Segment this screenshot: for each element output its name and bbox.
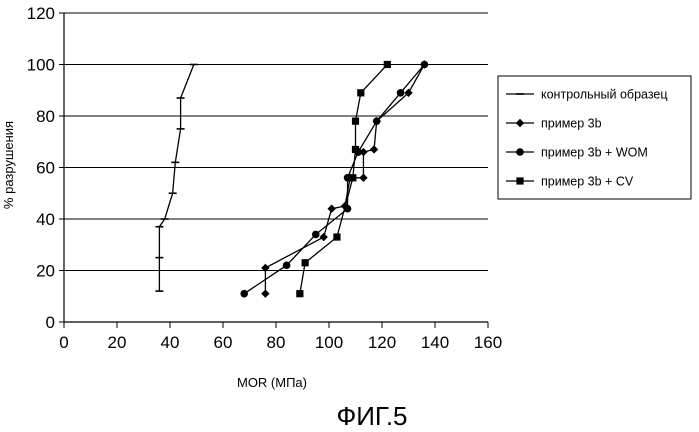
x-tick-label: 100 — [315, 333, 343, 352]
data-point — [283, 262, 291, 270]
legend-marker — [516, 177, 523, 184]
data-point — [373, 117, 381, 125]
x-tick-label: 0 — [59, 333, 68, 352]
data-point — [240, 290, 248, 298]
data-point — [302, 259, 309, 266]
x-tick-label: 160 — [474, 333, 502, 352]
data-point — [370, 145, 378, 153]
x-tick-label: 140 — [421, 333, 449, 352]
data-point — [421, 61, 429, 69]
data-point — [296, 290, 303, 297]
y-tick-label: 60 — [36, 159, 55, 178]
data-point — [384, 61, 391, 68]
legend-label: пример 3b + CV — [541, 175, 634, 189]
plot-area — [155, 60, 428, 298]
data-point — [349, 174, 356, 181]
data-point — [333, 233, 340, 240]
y-tick-label: 80 — [36, 107, 55, 126]
y-axis-title: % разрушения — [1, 121, 16, 209]
data-point — [352, 146, 359, 153]
data-point — [327, 205, 335, 213]
data-point — [261, 289, 269, 297]
axes: 0 20 40 60 80 100 120 0 20 40 60 80 100 120 140 160 — [27, 4, 503, 352]
data-point — [357, 89, 364, 96]
figure-caption: ФИГ.5 — [336, 401, 407, 431]
x-tick-label: 80 — [267, 333, 286, 352]
series-3 — [240, 61, 428, 298]
gridlines — [64, 13, 488, 271]
legend-label: пример 3b — [541, 117, 602, 131]
x-tick-label: 40 — [161, 333, 180, 352]
legend-marker — [516, 148, 524, 156]
legend-label: контрольный образец — [541, 88, 668, 102]
x-tick-label: 120 — [368, 333, 396, 352]
legend-label: пример 3b + WOM — [541, 146, 648, 160]
x-axis-title: MOR (МПа) — [237, 375, 307, 390]
y-tick-label: 20 — [36, 262, 55, 281]
data-point — [397, 89, 405, 97]
data-point — [320, 233, 328, 241]
data-point — [312, 231, 320, 239]
series-1 — [155, 65, 197, 292]
y-tick-label: 40 — [36, 210, 55, 229]
series-line — [244, 65, 424, 294]
x-tick-label: 60 — [214, 333, 233, 352]
y-tick-label: 100 — [27, 56, 55, 75]
y-tick-label: 120 — [27, 4, 55, 23]
x-tick-label: 20 — [108, 333, 127, 352]
data-point — [359, 174, 367, 182]
y-tick-label: 0 — [46, 313, 55, 332]
data-point — [352, 118, 359, 125]
series-line — [300, 65, 387, 294]
series-4 — [296, 61, 391, 297]
legend: контрольный образец пример 3b пример 3b + … — [498, 76, 691, 199]
